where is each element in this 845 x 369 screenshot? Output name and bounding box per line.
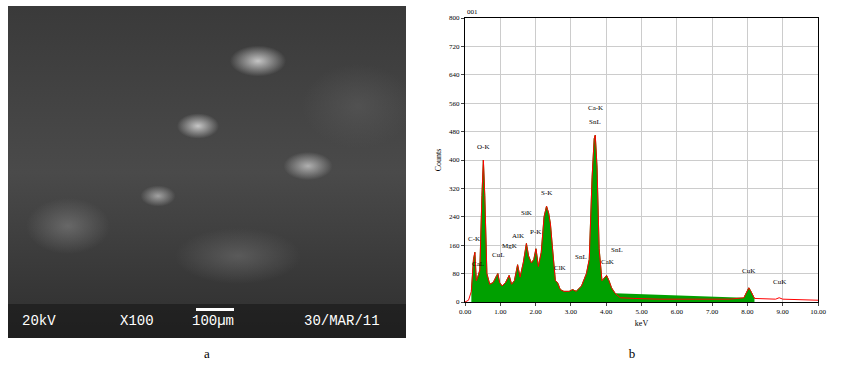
svg-text:2.00: 2.00 [529,308,542,316]
svg-text:640: 640 [449,71,460,79]
svg-text:C-K: C-K [468,235,480,243]
svg-text:SnL: SnL [575,253,587,261]
svg-text:O-K: O-K [477,143,489,151]
svg-text:160: 160 [449,242,460,250]
svg-text:ClK: ClK [554,264,566,272]
svg-text:AlK: AlK [512,232,524,240]
svg-text:CuK: CuK [773,278,786,286]
svg-text:SiK: SiK [521,209,532,217]
svg-text:001: 001 [467,8,478,16]
svg-text:3.00: 3.00 [565,308,578,316]
html-text:X100: X100 [120,313,154,329]
svg-text:0: 0 [456,298,460,306]
html-text:b: b [628,346,636,361]
svg-text:560: 560 [449,100,460,108]
svg-text:SnL: SnL [611,246,623,254]
svg-text:P-K: P-K [530,228,541,236]
svg-text:S-K: S-K [541,189,552,197]
svg-text:8.00: 8.00 [741,308,754,316]
html-text:20kV: 20kV [22,313,56,329]
svg-text:CuK: CuK [742,267,755,275]
svg-text:CaL: CaL [472,260,484,268]
svg-text:320: 320 [449,185,460,193]
svg-text:10.00: 10.00 [810,308,826,316]
html-text:100µm: 100µm [192,313,234,329]
svg-text:1.00: 1.00 [494,308,507,316]
svg-text:800: 800 [449,14,460,22]
svg-text:9.00: 9.00 [777,308,790,316]
svg-text:Counts: Counts [434,149,443,172]
svg-text:400: 400 [449,156,460,164]
svg-text:240: 240 [449,213,460,221]
svg-text:CaK: CaK [601,258,614,266]
svg-text:7.00: 7.00 [706,308,719,316]
svg-text:keV: keV [635,319,649,328]
svg-text:SnL: SnL [589,118,601,126]
svg-text:MgK: MgK [502,242,517,250]
svg-text:480: 480 [449,128,460,136]
svg-text:0.00: 0.00 [459,308,472,316]
svg-text:CuL: CuL [492,251,504,259]
svg-text:80: 80 [453,270,461,278]
svg-text:5.00: 5.00 [635,308,648,316]
svg-text:6.00: 6.00 [671,308,684,316]
svg-text:Ca-K: Ca-K [588,104,603,112]
svg-text:4.00: 4.00 [600,308,613,316]
svg-text:720: 720 [449,43,460,51]
html-text:30/MAR/11: 30/MAR/11 [304,313,380,329]
html-text:a: a [204,346,210,361]
